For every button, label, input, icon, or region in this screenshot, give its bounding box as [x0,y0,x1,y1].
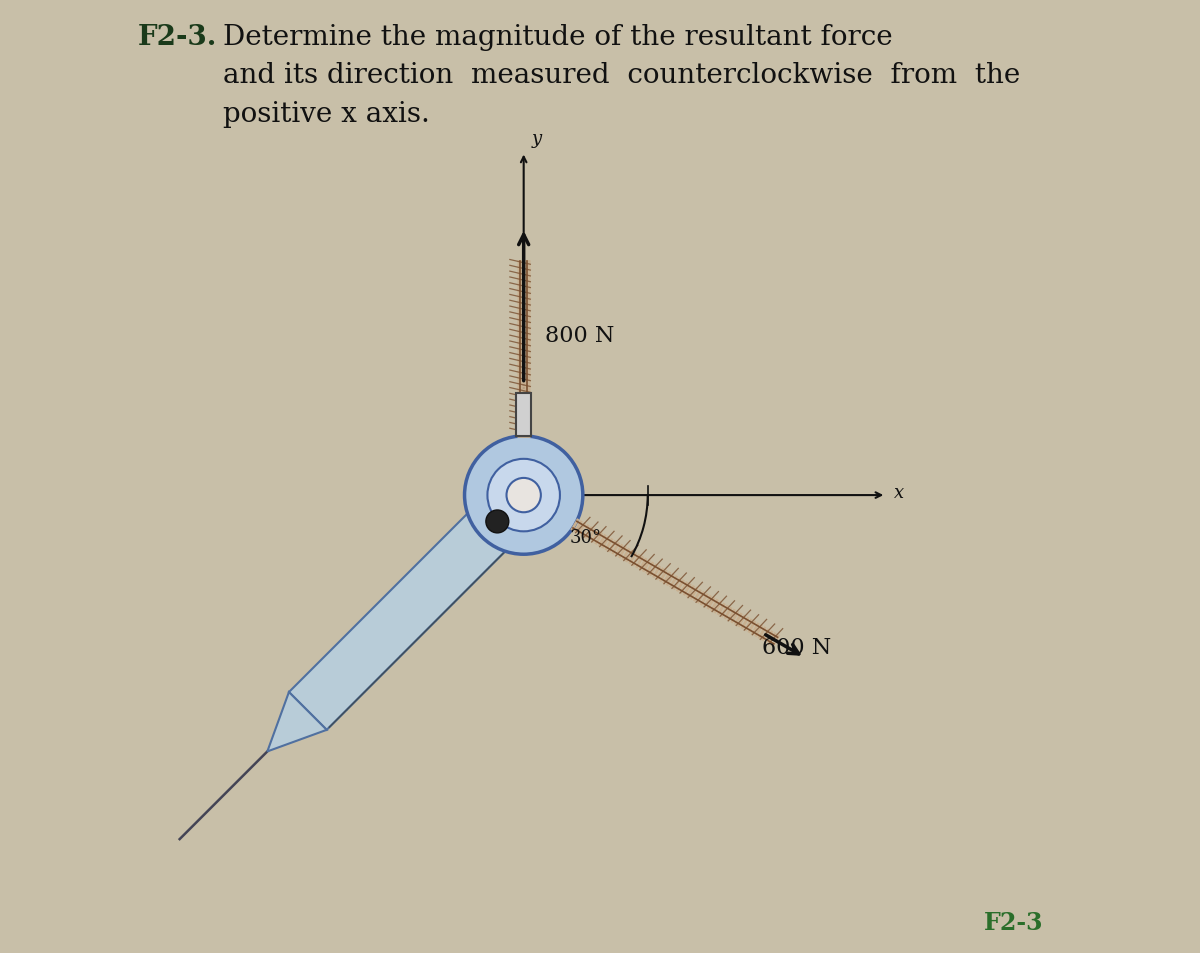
Text: y: y [532,130,541,148]
Text: 30°: 30° [570,529,601,547]
Bar [516,394,532,436]
Circle shape [464,436,583,555]
Text: 800 N: 800 N [545,324,614,347]
Circle shape [487,459,560,532]
Polygon shape [289,497,522,730]
Text: x: x [894,484,904,501]
Circle shape [506,478,541,513]
Text: F2-3.: F2-3. [137,24,217,51]
Polygon shape [268,692,326,752]
Text: 600 N: 600 N [762,637,832,659]
Text: F2-3: F2-3 [984,910,1044,934]
Circle shape [486,511,509,534]
Text: Determine the magnitude of the resultant force
and its direction  measured  coun: Determine the magnitude of the resultant… [223,24,1020,128]
